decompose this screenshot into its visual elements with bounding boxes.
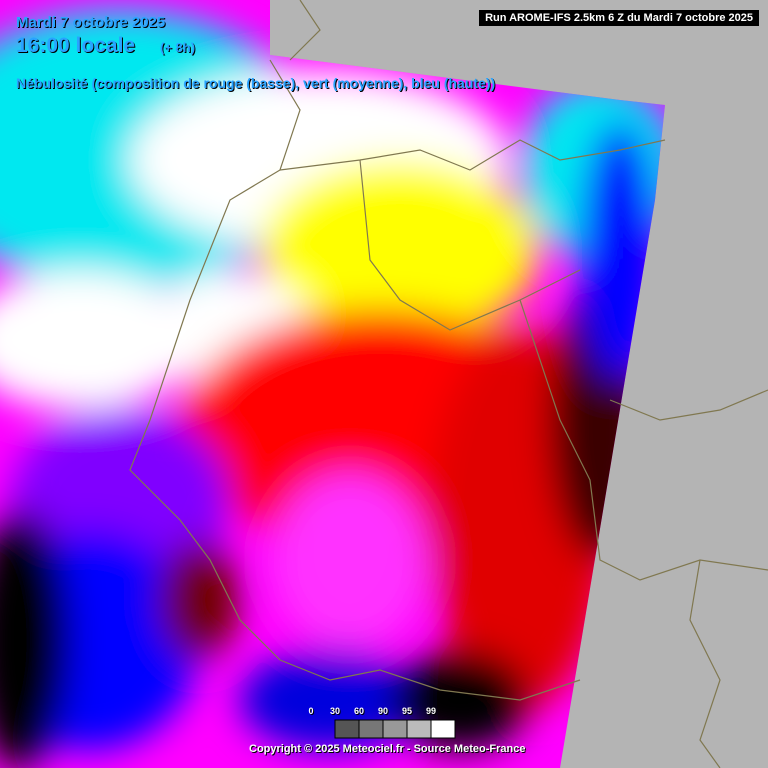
- copyright: Copyright © 2025 Meteociel.fr - Source M…: [249, 743, 526, 755]
- legend-label: 90: [377, 706, 388, 716]
- legend-label: 60: [353, 706, 364, 716]
- run-info: Run AROME-IFS 2.5km 6 Z du Mardi 7 octob…: [479, 10, 759, 26]
- legend-label: 0: [308, 706, 314, 716]
- borders: [129, 0, 768, 768]
- date: Mardi 7 octobre 2025: [16, 14, 166, 31]
- time: 16:00 locale: [16, 34, 136, 57]
- legend-label: 30: [329, 706, 340, 716]
- description: Nébulosité (composition de rouge (basse)…: [16, 75, 496, 91]
- legend-swatches: [334, 719, 456, 739]
- legend-label: 99: [425, 706, 436, 716]
- legend-label: 95: [401, 706, 412, 716]
- offset: (+ 8h): [160, 40, 196, 55]
